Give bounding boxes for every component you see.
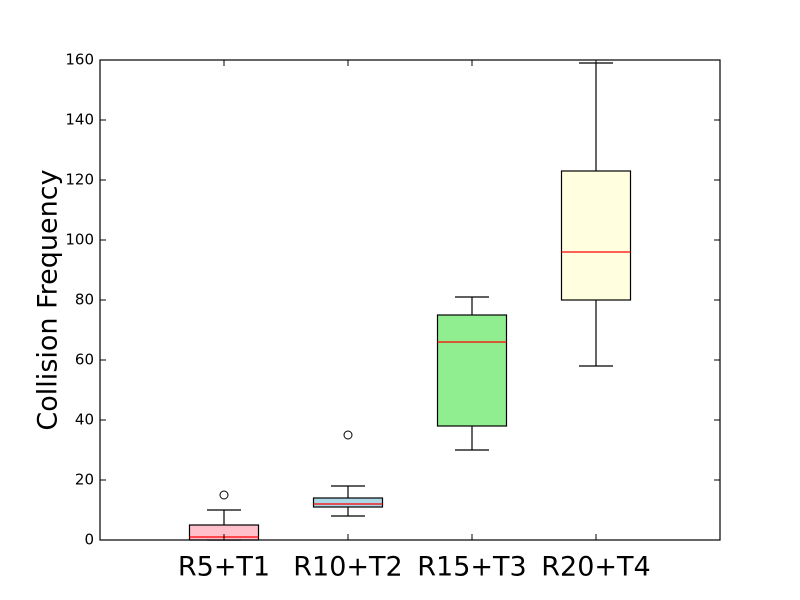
y-tick-label: 160 [65, 51, 94, 69]
outlier-point [343, 430, 353, 440]
y-axis-label: Collision Frequency [33, 169, 64, 430]
y-tick-label: 20 [75, 471, 94, 489]
outlier-point [219, 490, 229, 500]
y-tick-label: 40 [75, 411, 94, 429]
y-tick-label: 0 [84, 531, 94, 549]
y-tick-label: 60 [75, 351, 94, 369]
box-series [188, 62, 632, 541]
x-tick-label: R20+T4 [541, 552, 650, 583]
plot-frame [99, 59, 721, 541]
y-axis-tick-labels: 0 20 40 60 80 100 120 140 160 [65, 51, 94, 549]
iqr-box [560, 170, 632, 301]
iqr-box [312, 497, 384, 508]
iqr-box [436, 314, 508, 427]
x-tick-label: R5+T1 [178, 552, 270, 583]
y-axis-ticks [100, 59, 720, 541]
box-1 [188, 490, 260, 541]
box-3 [436, 296, 508, 451]
y-tick-label: 120 [65, 171, 94, 189]
y-tick-label: 100 [65, 231, 94, 249]
y-tick-label: 80 [75, 291, 94, 309]
x-axis-tick-labels: R5+T1 R10+T2 R15+T3 R20+T4 [178, 552, 651, 583]
x-axis-ticks [223, 60, 597, 540]
box-2 [312, 430, 384, 517]
y-tick-label: 140 [65, 111, 94, 129]
x-tick-label: R10+T2 [293, 552, 402, 583]
x-tick-label: R15+T3 [417, 552, 526, 583]
box-4 [560, 62, 632, 367]
